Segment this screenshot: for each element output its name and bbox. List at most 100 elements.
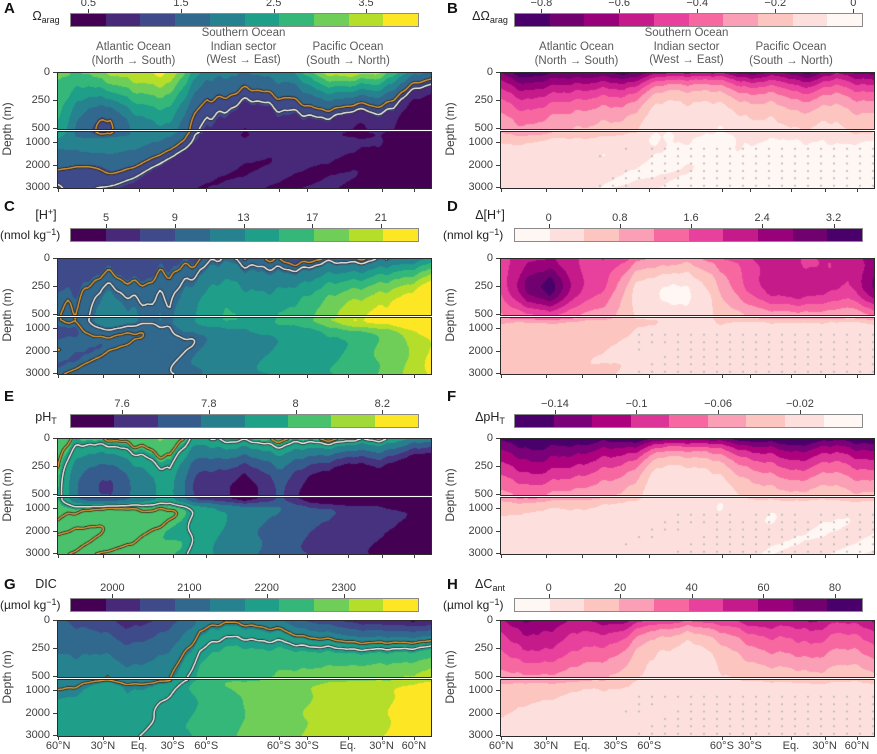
depth-tick-label: 3000 [468, 181, 493, 193]
depth-tick-mark [496, 350, 500, 352]
latitude-tick-mark [856, 374, 858, 378]
colorbar-segment [175, 229, 210, 241]
depth-tick-mark [496, 508, 500, 510]
colorbar-tick-mark [208, 410, 210, 414]
depth-tick-mark [496, 735, 500, 736]
latitude-tick-label: 30°S [160, 740, 185, 752]
latitude-tick-mark [347, 188, 349, 192]
colorbar-tick-label: 7.8 [201, 398, 217, 410]
colorbar-tick-label: 17 [306, 212, 319, 224]
latitude-tick-label: Eq. [339, 740, 357, 752]
depth-tick-mark [496, 100, 500, 101]
colorbar-segment [244, 415, 288, 427]
colorbar-segment [688, 14, 724, 26]
latitude-tick-mark [749, 554, 751, 558]
latitude-tick-label: 30°N [533, 740, 559, 752]
depth-tick-label: 2000 [25, 524, 50, 537]
latitude-tick-mark [582, 554, 584, 558]
colorbar-tick-mark [763, 594, 765, 598]
depth-axis-title: Depth (m) [443, 102, 457, 156]
latitude-tick-label: Eq. [130, 740, 148, 752]
colorbar-tick-mark [365, 9, 367, 13]
latitude-tick-label: 60°N [45, 740, 71, 752]
latitude-tick-mark [306, 374, 308, 378]
colorbar-tick-label: 40 [685, 582, 698, 594]
colorbar-segment [746, 415, 785, 427]
latitude-tick-mark [347, 736, 349, 740]
colorbar-segment [584, 599, 620, 611]
depth-tick-label: 3000 [468, 367, 493, 379]
latitude-tick-mark [206, 374, 208, 378]
section-canvas-B-upper [500, 72, 875, 130]
latitude-tick-mark [413, 374, 415, 378]
unit-label-segment: (nmol kg [0, 228, 47, 242]
panel-letter-B: B [447, 0, 458, 17]
depth-tick-label: 500 [31, 670, 50, 682]
depth-tick-mark [53, 142, 57, 144]
latitude-tick-label: 60°S [709, 740, 734, 752]
colorbar-F [514, 414, 863, 428]
colorbar-tick-mark [382, 410, 384, 414]
basin-header-line: Pacific Ocean [312, 41, 384, 53]
panel-variable-label-H: ΔCant [475, 577, 505, 593]
depth-tick-label: 500 [474, 308, 493, 320]
colorbar-tick-mark [690, 224, 692, 228]
colorbar-segment [792, 14, 828, 26]
variable-label-segment: + [496, 207, 502, 217]
depth-axis-title: Depth (m) [443, 650, 457, 704]
depth-tick-label: 0 [43, 252, 50, 264]
basin-header-line: (North → South) [534, 54, 619, 67]
colorbar-tick-label: 8 [292, 398, 299, 410]
latitude-tick-mark [306, 554, 308, 558]
latitude-tick-mark [545, 736, 547, 740]
colorbar-tick-label: 2100 [177, 582, 202, 594]
basin-header-line: (West → East) [649, 54, 724, 66]
depth-tick-mark [496, 712, 500, 714]
colorbar-D [514, 228, 863, 242]
colorbar-tick-mark [273, 9, 275, 13]
colorbar-H [514, 598, 863, 612]
colorbar-tick-mark [697, 9, 699, 13]
latitude-tick-mark [790, 554, 792, 558]
basin-header-line: (South → North) [749, 54, 833, 67]
depth-tick-mark [496, 258, 500, 259]
depth-tick-label: 0 [486, 66, 493, 78]
colorbar-segment [279, 599, 314, 611]
colorbar-segment [105, 229, 141, 241]
panel-letter-C: C [4, 198, 15, 215]
latitude-tick-mark [824, 374, 826, 378]
latitude-tick-mark [721, 554, 723, 558]
panel-unit-label-H: (µmol kg−1) [443, 597, 504, 612]
colorbar-tick-label: 7.6 [114, 398, 130, 410]
colorbar-tick-mark [189, 594, 191, 598]
basin-header: Pacific Ocean (South → North) [749, 41, 833, 68]
colorbar-tick-mark [775, 9, 777, 13]
panel-unit-label-D: (nmol kg−1) [443, 227, 503, 242]
basin-header-line: Indian sector [210, 40, 277, 53]
colorbar-segment [201, 415, 245, 427]
latitude-tick-mark [545, 554, 547, 558]
colorbar-tick-label: −0.06 [704, 398, 732, 410]
basin-header-line: Atlantic Ocean [539, 41, 614, 53]
depth-tick-mark [496, 128, 500, 129]
colorbar-segment [279, 14, 314, 26]
colorbar-tick-label: 2000 [100, 582, 125, 594]
depth-tick-label: 2000 [468, 524, 493, 537]
depth-tick-label: 1000 [468, 502, 493, 515]
colorbar-segment [348, 14, 384, 26]
colorbar-segment [287, 415, 332, 427]
latitude-tick-mark [545, 374, 547, 378]
colorbar-segment [515, 599, 550, 611]
panel-letter-H: H [447, 576, 458, 593]
latitude-tick-mark [790, 374, 792, 378]
latitude-tick-mark [381, 554, 383, 558]
depth-axis-title: Depth (m) [443, 468, 457, 522]
colorbar-segment [827, 229, 863, 241]
latitude-tick-mark [58, 736, 60, 740]
depth-tick-mark [53, 258, 57, 259]
depth-tick-mark [496, 620, 500, 621]
latitude-tick-label: Eq. [782, 740, 800, 752]
variable-label-segment: Ω [32, 9, 42, 23]
basin-header: Atlantic Ocean (North → South) [535, 41, 619, 68]
colorbar-segment [792, 599, 828, 611]
